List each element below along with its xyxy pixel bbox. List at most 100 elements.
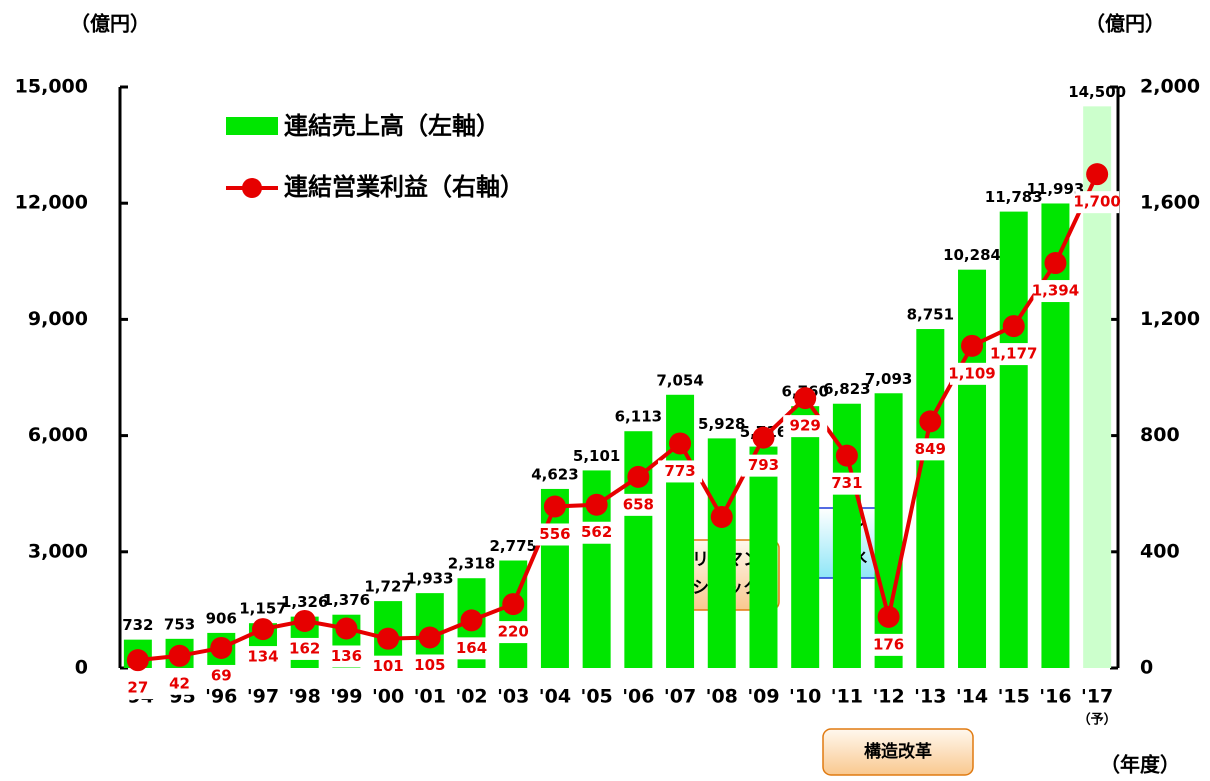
marker [543,495,566,518]
label-bg [157,672,202,695]
label-bg [783,415,828,438]
y-tick-label: 12,000 [15,192,88,214]
line-label: 556 [539,525,570,543]
y-tick-label: 15,000 [15,76,88,98]
x-tick-label: '05 [581,686,613,708]
line-label: 1,700 [1073,193,1120,211]
label-bg [1075,191,1120,214]
x-tick-label: '03 [497,686,529,708]
label-bg [824,472,869,495]
marker [293,609,316,632]
label-bg [199,664,244,687]
line-label: 731 [831,474,862,492]
marker [251,618,274,641]
label-bg [240,646,285,669]
marker [1086,163,1109,186]
line-label: 69 [211,666,232,684]
annotation: 構造改革 [864,741,932,762]
bar-label: 1,727 [364,578,411,596]
marker [418,626,441,649]
marker [1002,315,1025,338]
y2-tick-label: 1,600 [1140,192,1200,214]
x-tick-label: '08 [706,686,738,708]
line-label: 562 [581,523,612,541]
x-tick-label: '12 [872,686,904,708]
line-label: 162 [289,639,320,657]
x-tick-label: '00 [372,686,404,708]
marker [377,627,400,650]
bar-label: 1,326 [281,593,328,611]
marker [210,636,233,659]
line-label: 27 [127,679,148,697]
y-unit-left: （億円） [70,12,150,36]
label-bg [866,633,911,656]
bar-label: 2,318 [448,555,495,573]
marker [877,605,900,628]
line-label: 849 [915,440,946,458]
label-bg [366,655,411,678]
x-tick-label: '14 [956,686,988,708]
bar-label: 7,093 [865,370,912,388]
y2-tick-label: 400 [1140,540,1180,562]
x-tick-label: '06 [622,686,654,708]
x-tick-label: '10 [789,686,821,708]
forecast-note: （予） [1078,712,1117,728]
bar-label: 5,928 [698,415,745,433]
marker [585,493,608,516]
legend: 連結売上高（左軸） 連結営業利益（右軸） [226,112,524,201]
label-bg [658,460,703,483]
marker [627,465,650,488]
y-tick-label: 0 [75,657,88,679]
label-bg [282,637,327,660]
label-bg [532,523,577,546]
x-tick-label: '07 [664,686,696,708]
y-unit-right: （億円） [1085,12,1165,36]
label-bg [407,654,452,677]
line-label: 42 [169,674,190,692]
x-tick-label: '17 [1081,686,1113,708]
bar-label: 14,500 [1068,83,1126,101]
marker [126,649,149,672]
x-tick-label: '02 [455,686,487,708]
marker [460,609,483,632]
label-bg [324,645,369,668]
legend-label: 連結売上高（左軸） [284,112,500,140]
y2-tick-label: 800 [1140,424,1180,446]
line-label: 136 [331,647,362,665]
label-bg [574,521,619,544]
line-label: 105 [414,656,445,674]
x-unit: （年度） [1100,753,1180,777]
y2-tick-label: 1,200 [1140,308,1200,330]
label-bg [616,493,661,516]
bar-label: 906 [206,609,237,627]
marker [961,334,984,357]
bar-label: 6,823 [823,380,870,398]
bar-label: 8,751 [907,306,954,324]
annotation-box [822,728,974,776]
bar [749,446,778,668]
line-label: 220 [498,623,529,641]
bar-label: 5,101 [573,447,620,465]
label-bg [449,637,494,660]
x-tick-label: '16 [1039,686,1071,708]
bar-label: 732 [122,616,153,634]
x-tick-label: '11 [831,686,863,708]
line-label: 134 [247,648,278,666]
bar-label: 11,993 [1026,180,1084,198]
y-tick-label: 3,000 [28,540,88,562]
bar [999,211,1028,668]
marker [794,387,817,410]
legend-label: 連結営業利益（右軸） [284,173,524,201]
line-label: 658 [623,495,654,513]
label-bg [1033,280,1078,303]
bar-label: 10,284 [943,246,1001,264]
line-label: 1,109 [948,364,995,382]
line-label: 929 [790,417,821,435]
bar-label: 11,783 [985,188,1043,206]
bar [540,488,569,668]
line-label: 101 [372,657,403,675]
legend-swatch-marker [242,178,262,198]
legend-swatch-bar [226,117,278,135]
y-tick-label: 6,000 [28,424,88,446]
marker [752,426,775,449]
